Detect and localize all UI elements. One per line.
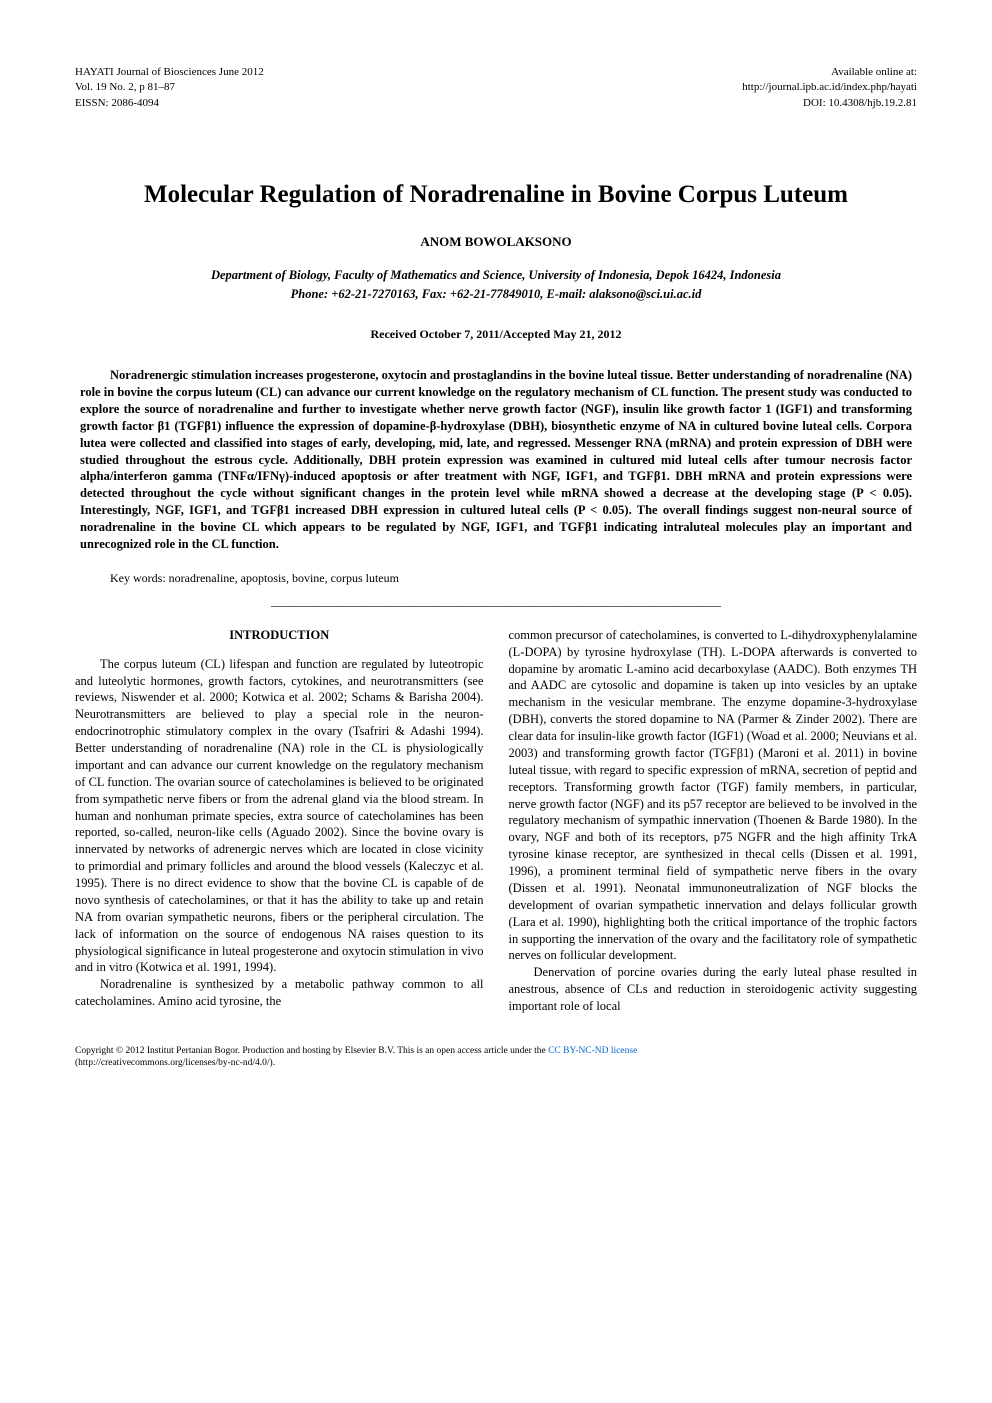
doi: DOI: 10.4308/hjb.19.2.81 xyxy=(742,96,917,111)
license-url: (http://creativecommons.org/licenses/by-… xyxy=(75,1058,275,1068)
article-title: Molecular Regulation of Noradrenaline in… xyxy=(75,181,917,209)
right-column: common precursor of catecholamines, is c… xyxy=(509,627,918,1015)
body-paragraph: The corpus luteum (CL) lifespan and func… xyxy=(75,656,484,977)
header-right: Available online at: http://journal.ipb.… xyxy=(742,65,917,111)
journal-name: HAYATI Journal of Biosciences June 2012 xyxy=(75,65,264,80)
header-left: HAYATI Journal of Biosciences June 2012 … xyxy=(75,65,264,111)
volume-info: Vol. 19 No. 2, p 81–87 xyxy=(75,80,264,95)
keywords: Key words: noradrenaline, apoptosis, bov… xyxy=(110,571,917,586)
body-paragraph: common precursor of catecholamines, is c… xyxy=(509,627,918,965)
page-header: HAYATI Journal of Biosciences June 2012 … xyxy=(75,65,917,111)
submission-dates: Received October 7, 2011/Accepted May 21… xyxy=(75,327,917,342)
available-label: Available online at: xyxy=(742,65,917,80)
copyright-notice: Copyright © 2012 Institut Pertanian Bogo… xyxy=(75,1045,917,1070)
author-name: ANOM BOWOLAKSONO xyxy=(75,234,917,250)
journal-url: http://journal.ipb.ac.id/index.php/hayat… xyxy=(742,80,917,95)
left-column: INTRODUCTION The corpus luteum (CL) life… xyxy=(75,627,484,1015)
abstract-text: Noradrenergic stimulation increases prog… xyxy=(75,367,917,553)
license-link[interactable]: CC BY-NC-ND license xyxy=(548,1046,637,1056)
affiliation: Department of Biology, Faculty of Mathem… xyxy=(75,268,917,283)
body-paragraph: Noradrenaline is synthesized by a metabo… xyxy=(75,976,484,1010)
body-paragraph: Denervation of porcine ovaries during th… xyxy=(509,964,918,1015)
copyright-text: Copyright © 2012 Institut Pertanian Bogo… xyxy=(75,1046,548,1056)
author-contact: Phone: +62-21-7270163, Fax: +62-21-77849… xyxy=(75,287,917,302)
eissn: EISSN: 2086-4094 xyxy=(75,96,264,111)
section-heading-introduction: INTRODUCTION xyxy=(75,627,484,644)
body-columns: INTRODUCTION The corpus luteum (CL) life… xyxy=(75,627,917,1015)
divider-line: ________________________________________… xyxy=(75,594,917,609)
